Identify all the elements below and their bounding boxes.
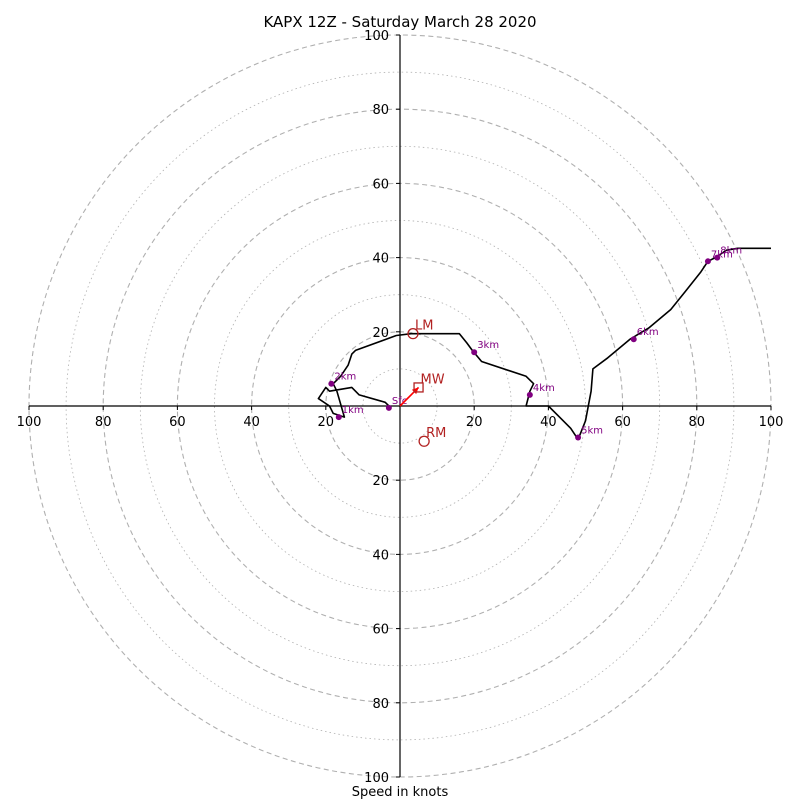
height-marker-label: 8km: [720, 246, 742, 257]
height-marker: [630, 336, 637, 343]
x-tick-label: 60: [169, 415, 186, 430]
y-tick-label: 80: [372, 103, 389, 118]
x-tick-label: 40: [243, 415, 260, 430]
y-tick-label: 100: [364, 29, 389, 44]
height-marker: [526, 391, 533, 398]
chart-title: KAPX 12Z - Saturday March 28 2020: [263, 13, 536, 31]
shear-arrow-head: [411, 387, 419, 395]
storm-motion-label: RM: [426, 426, 446, 441]
x-tick-label: 100: [759, 415, 784, 430]
storm-motion-marker: [413, 382, 424, 393]
tick-labels: 100 100 80 80 60 60 40 40 20 20 20 20 40 40 60 60 80 80 10…: [17, 29, 784, 786]
x-tick-label: 80: [95, 415, 112, 430]
y-tick-label: 40: [372, 252, 389, 267]
height-marker-label: 2km: [334, 372, 356, 383]
height-marker: [335, 414, 342, 421]
height-marker-label: 6km: [637, 327, 659, 338]
height-marker-label: 4km: [533, 383, 555, 394]
y-tick-label: 60: [372, 177, 389, 192]
x-tick-label: 20: [466, 415, 483, 430]
height-marker: [328, 380, 335, 387]
y-tick-label: 40: [372, 548, 389, 563]
hodograph-trace: [317, 247, 771, 441]
height-marker: [471, 349, 478, 356]
x-tick-label: 80: [689, 415, 706, 430]
height-marker: [714, 254, 721, 261]
x-tick-label: 20: [318, 415, 335, 430]
height-marker-label: 3km: [477, 340, 499, 351]
x-axis-label: Speed in knots: [352, 785, 449, 800]
x-tick-label: 60: [614, 415, 631, 430]
x-tick-label: 100: [17, 415, 42, 430]
storm-motion-marker: [407, 328, 419, 340]
storm-motions: LM MW RM: [399, 319, 446, 447]
y-tick-label: 20: [372, 326, 389, 341]
storm-motion-label: MW: [421, 372, 445, 387]
storm-motion-marker: [418, 435, 430, 447]
y-tick-label: 20: [372, 474, 389, 489]
height-marker: [575, 434, 582, 441]
height-marker: [704, 258, 711, 265]
y-tick-label: 80: [372, 697, 389, 712]
height-marker-label: 7km: [711, 249, 733, 260]
x-tick-label: 40: [540, 415, 557, 430]
height-marker: [385, 404, 392, 411]
y-tick-label: 60: [372, 623, 389, 638]
height-marker-label: Sfc: [392, 396, 407, 407]
y-tick-label: 100: [364, 771, 389, 786]
storm-motion-label: LM: [415, 319, 433, 334]
height-marker-label: 1km: [342, 405, 364, 416]
wind-trace: [317, 247, 771, 441]
height-marker-label: 5km: [581, 426, 603, 437]
